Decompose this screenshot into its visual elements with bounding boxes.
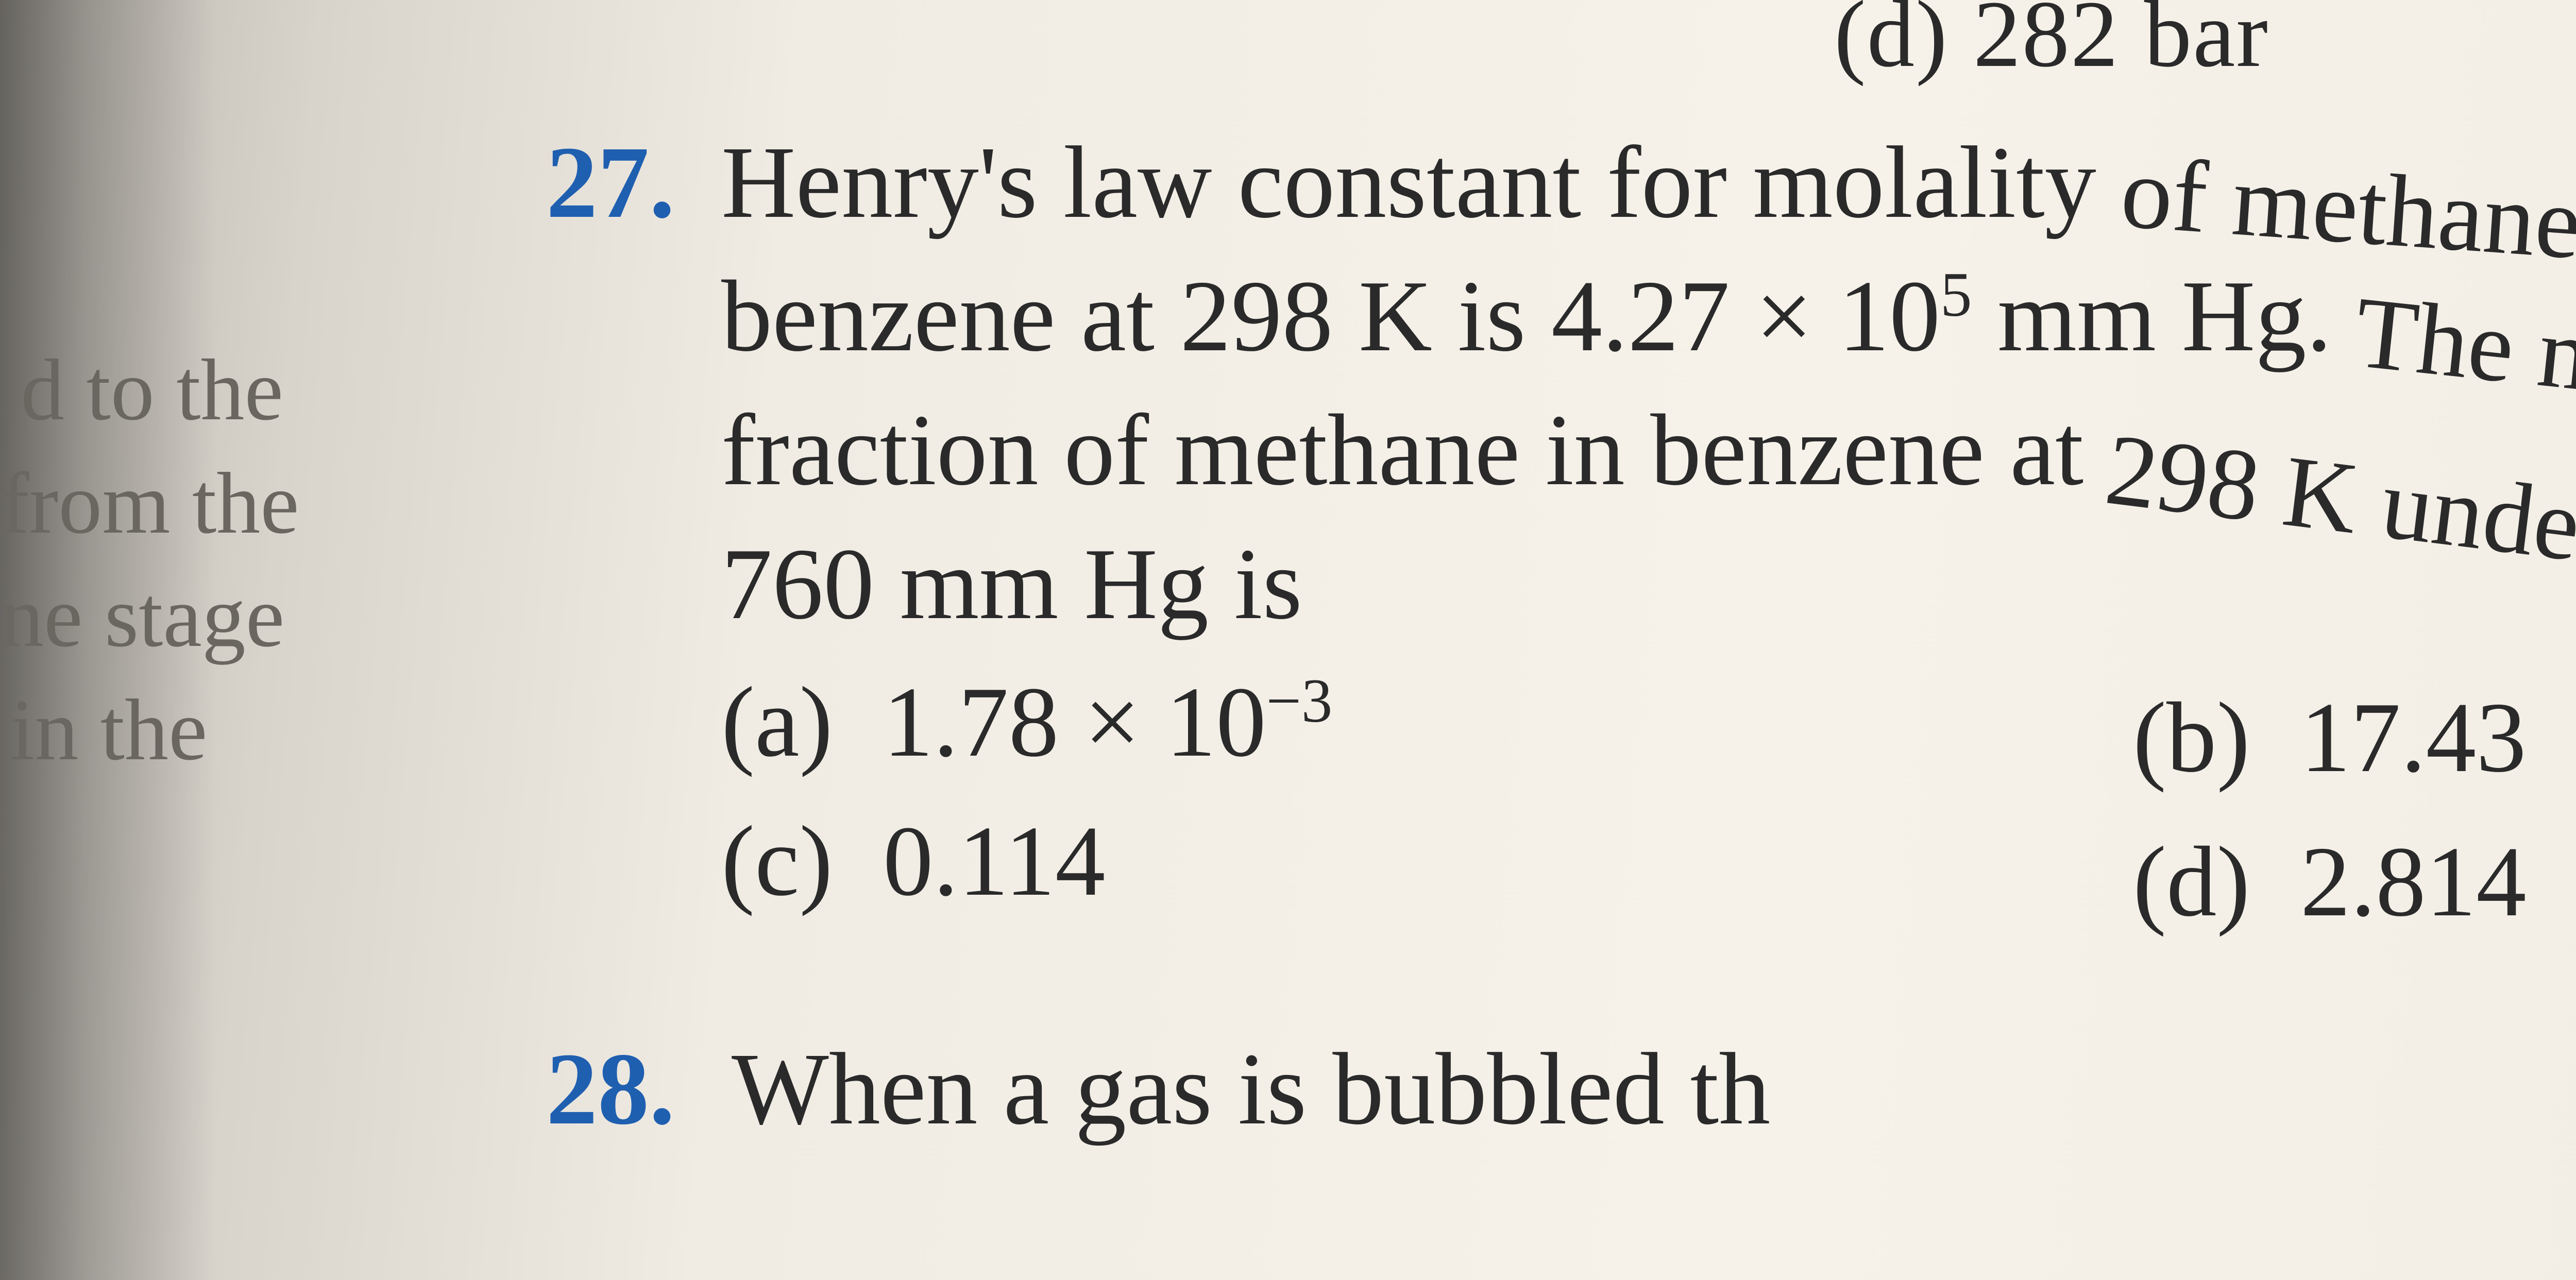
q27-l2-sup: 5 [1940, 260, 1972, 330]
prev-question-fragment: (d) 282 bar [1834, 0, 2269, 89]
option-a-value-sup: −3 [1266, 667, 1333, 736]
question-28-number: 28. [546, 1030, 675, 1148]
left-cut-line-4: in the [10, 680, 207, 780]
option-d: (d) 2.814 [2133, 824, 2527, 940]
question-27-line-4: 760 mm Hg is [721, 525, 1302, 642]
option-a-value-pre: 1.78 × 10 [883, 667, 1266, 778]
question-27-number: 27. [546, 124, 675, 242]
question-27-line-3: fraction of methane in benzene at 298 K … [721, 391, 2576, 508]
option-c-label: (c) [721, 806, 833, 917]
q27-l3-bend: 298 K under [2099, 411, 2576, 589]
left-cut-line-1: d to the [21, 340, 283, 440]
left-cut-line-2: from the [0, 453, 299, 554]
option-d-label: (d) [2133, 826, 2250, 937]
q27-l3-main: fraction of methane in benzene at [721, 394, 2109, 506]
option-b: (b) 17.43 [2133, 680, 2527, 795]
question-28-line-1: When a gas is bubbled th [732, 1030, 1770, 1148]
option-c: (c) 0.114 [721, 804, 1105, 919]
question-27-line-2: benzene at 298 K is 4.27 × 105 mm Hg. Th… [721, 258, 2576, 374]
option-b-value: 17.43 [2300, 682, 2527, 793]
option-c-value: 0.114 [883, 806, 1106, 917]
option-a: (a) 1.78 × 10−3 [721, 664, 1332, 780]
q27-l1-main: Henry's law constant for molality [721, 126, 2122, 240]
question-27-line-1: Henry's law constant for molality of met… [721, 124, 2576, 242]
q27-l2-pre: benzene at 298 K is 4.27 × 10 [721, 260, 1940, 372]
left-cut-line-3: ne stage [0, 567, 284, 667]
option-d-value: 2.814 [2300, 826, 2527, 937]
option-a-label: (a) [721, 667, 833, 778]
q27-l2-mid: mm Hg. [1972, 260, 2358, 372]
option-b-label: (b) [2133, 682, 2250, 793]
